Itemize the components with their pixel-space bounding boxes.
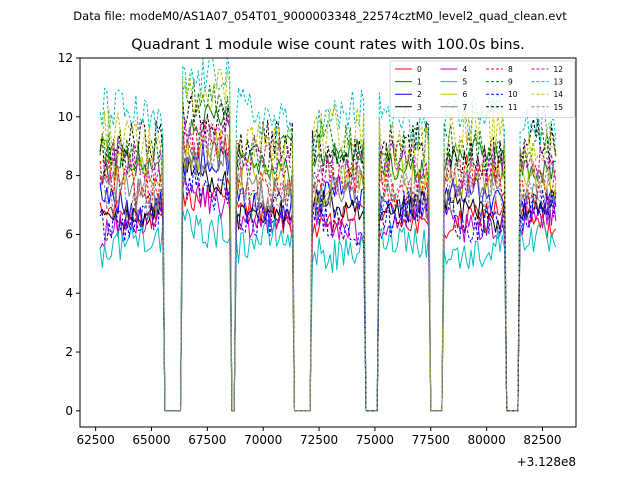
series-line-13 (99, 58, 557, 412)
series-layer (99, 58, 557, 412)
y-tick-label: 4 (65, 286, 73, 300)
legend-label-6: 6 (463, 90, 468, 99)
x-tick-label: 65000 (132, 433, 170, 447)
x-tick-label: 75000 (356, 433, 394, 447)
chart-title: Quadrant 1 module wise count rates with … (131, 37, 525, 53)
x-tick-label: 62500 (77, 433, 115, 447)
legend-label-9: 9 (508, 78, 513, 87)
legend-label-0: 0 (417, 65, 422, 74)
y-tick-label: 10 (58, 110, 73, 124)
x-tick-label: 72500 (300, 433, 338, 447)
y-axis: 0 2 4 6 8 10 12 (58, 51, 80, 418)
y-tick-label: 6 (65, 227, 73, 241)
y-tick-label: 8 (65, 169, 73, 183)
x-tick-label: 82500 (523, 433, 561, 447)
legend-label-13: 13 (554, 78, 564, 87)
legend-box (389, 60, 576, 118)
legend-label-15: 15 (554, 103, 564, 112)
legend-label-14: 14 (554, 90, 564, 99)
legend-label-12: 12 (554, 65, 564, 74)
plot-frame (79, 57, 577, 428)
y-tick-label: 2 (65, 345, 73, 359)
chart-suptitle: Data file: modeM0/AS1A07_054T01_90000033… (73, 9, 567, 23)
y-tick-label: 12 (58, 51, 73, 65)
legend-label-2: 2 (417, 90, 422, 99)
x-tick-label: 70000 (244, 433, 282, 447)
legend-label-1: 1 (417, 78, 422, 87)
x-tick-label: 77500 (412, 433, 450, 447)
series-line-11 (99, 93, 557, 412)
legend-label-8: 8 (508, 65, 513, 74)
legend-label-10: 10 (508, 90, 518, 99)
legend-label-5: 5 (463, 78, 468, 87)
series-line-9 (99, 78, 557, 412)
series-line-5 (99, 208, 557, 412)
legend-label-11: 11 (508, 103, 518, 112)
x-tick-label: 67500 (188, 433, 226, 447)
series-line-15 (99, 123, 557, 412)
x-offset-label: +3.128e8 (517, 455, 576, 469)
series-line-8 (99, 119, 557, 412)
legend-label-3: 3 (417, 103, 422, 112)
legend-label-7: 7 (463, 103, 468, 112)
x-tick-label: 80000 (468, 433, 506, 447)
x-axis: 62500 65000 67500 70000 72500 75000 77500 80000… (77, 427, 562, 447)
y-tick-label: 0 (65, 404, 73, 418)
series-line-3 (99, 156, 557, 412)
legend-label-4: 4 (463, 65, 468, 74)
